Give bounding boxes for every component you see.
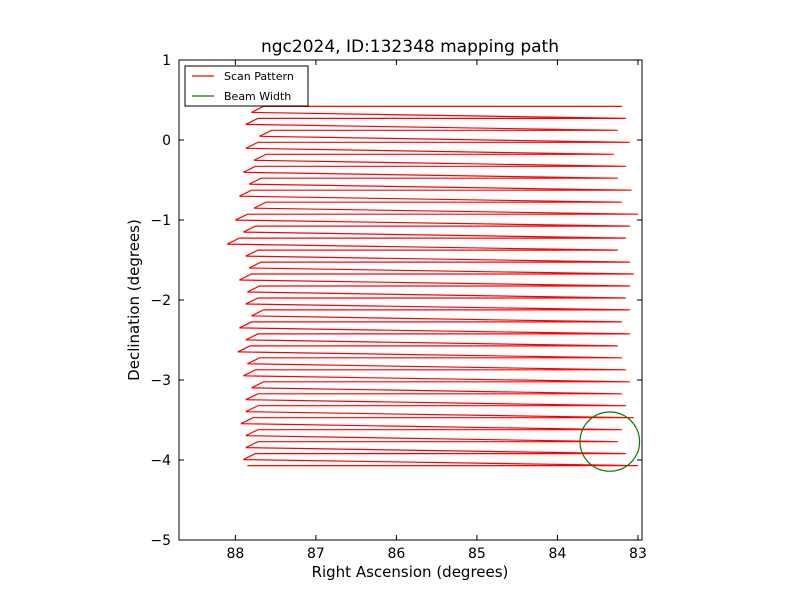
y-tick-label: −2	[150, 293, 171, 309]
x-tick-label: 84	[549, 546, 567, 562]
axis-ticks: 88 87 86 85 84 83 1 0 −1 −2 −3 −4 −5	[150, 53, 647, 562]
chart-title: ngc2024, ID:132348 mapping path	[261, 37, 559, 57]
y-axis-label: Declination (degrees)	[125, 219, 143, 381]
beam-width-circle	[579, 411, 641, 472]
plot-data-layer	[227, 105, 641, 472]
legend-box	[184, 65, 309, 107]
y-tick-label: −3	[150, 373, 171, 389]
plot-frame	[178, 59, 643, 541]
y-tick-label: −5	[150, 533, 171, 549]
x-tick-label: 86	[387, 546, 405, 562]
x-tick-label: 87	[307, 546, 325, 562]
y-tick-label: 1	[162, 53, 171, 69]
legend-beam-width-label: Beam Width	[224, 90, 291, 103]
x-tick-label: 83	[629, 546, 647, 562]
legend-scan-pattern-label: Scan Pattern	[224, 70, 294, 83]
y-tick-label: −1	[150, 213, 171, 229]
y-tick-label: 0	[162, 133, 171, 149]
x-tick-label: 88	[226, 546, 244, 562]
scan-pattern-line	[227, 105, 639, 467]
x-tick-label: 85	[468, 546, 486, 562]
y-tick-label: −4	[150, 453, 171, 469]
legend: Scan Pattern Beam Width	[184, 65, 309, 107]
x-axis-label: Right Ascension (degrees)	[312, 563, 509, 581]
